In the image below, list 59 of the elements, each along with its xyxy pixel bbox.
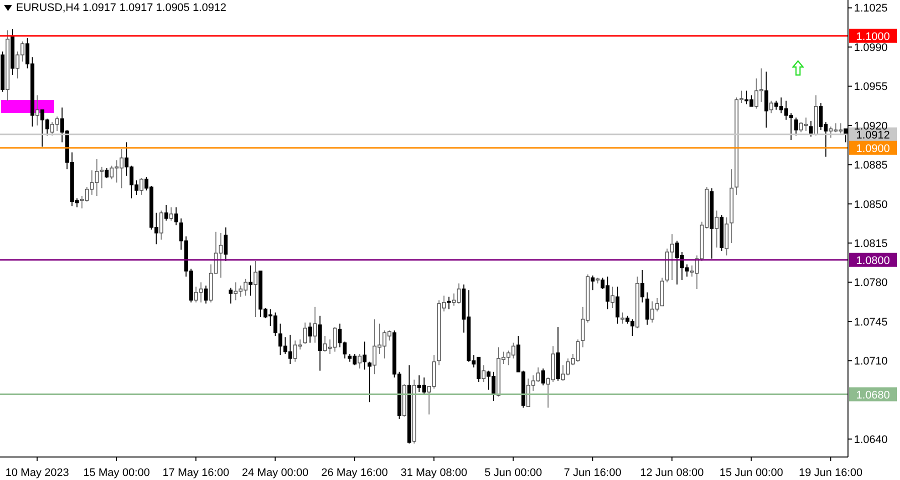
x-tick-label: 10 May 2023	[5, 467, 69, 479]
candlestick	[313, 306, 317, 344]
y-tick-label: 1.0710	[854, 356, 888, 368]
candlestick	[308, 322, 312, 344]
x-tick-label: 5 Jun 00:00	[484, 467, 542, 479]
y-tick-label: 1.0815	[854, 238, 888, 250]
x-tick-label: 31 May 08:00	[400, 467, 468, 479]
x-tick-label: 26 May 16:00	[321, 467, 388, 479]
candlestick	[482, 364, 486, 382]
candlestick	[303, 322, 307, 344]
candlestick	[764, 71, 768, 128]
candlestick	[640, 269, 644, 303]
candlestick	[248, 264, 252, 296]
candlestick	[610, 286, 614, 309]
candlestick	[541, 368, 546, 386]
candlestick	[224, 226, 228, 262]
y-tick-label: 1.0745	[854, 316, 888, 328]
y-tick-label: 1.0780	[854, 277, 888, 290]
candlestick	[590, 275, 595, 291]
candlestick	[228, 287, 233, 304]
candlestick	[794, 117, 798, 136]
candlestick	[140, 178, 144, 196]
candlestick	[645, 292, 650, 326]
ref-line-label: 1.0680	[856, 389, 890, 402]
chart-title: EURUSD,H4 1.0917 1.0917 1.0905 1.0912	[16, 2, 226, 14]
x-tick-label: 15 Jun 00:00	[719, 467, 784, 479]
candlestick	[714, 210, 719, 248]
y-tick-label: 1.0850	[854, 198, 888, 211]
candlestick	[620, 312, 624, 324]
candlestick	[769, 100, 774, 114]
candlestick	[174, 206, 178, 226]
x-tick-label: 15 May 00:00	[83, 467, 150, 479]
ref-line-label: 1.0912	[856, 129, 890, 142]
candlestick	[169, 206, 174, 222]
candlestick	[616, 286, 620, 324]
candlestick	[254, 260, 258, 318]
candlestick	[809, 120, 813, 138]
candlestick	[159, 210, 164, 240]
y-tick-label: 1.0990	[854, 42, 888, 54]
candlestick	[204, 285, 208, 304]
ref-line-label: 1.0800	[856, 254, 890, 267]
x-tick-label: 24 May 00:00	[242, 467, 309, 479]
ref-line-label: 1.1000	[856, 30, 890, 43]
candlestick	[104, 168, 109, 179]
x-tick-label: 12 Jun 08:00	[640, 467, 704, 479]
y-tick-label: 1.0955	[854, 81, 888, 94]
ref-line-label: 1.0900	[856, 142, 890, 155]
y-tick-label: 1.0640	[854, 434, 888, 446]
candlestick	[447, 296, 451, 310]
candlestick	[358, 353, 362, 370]
x-tick-label: 17 May 16:00	[162, 467, 230, 479]
x-tick-label: 7 Jun 16:00	[564, 467, 622, 479]
candlestick	[362, 341, 367, 370]
candlestick	[164, 204, 168, 222]
y-tick-label: 1.1025	[854, 2, 888, 15]
candlestick	[368, 361, 372, 403]
candlestick	[35, 94, 40, 126]
x-tick-label: 19 Jun 16:00	[798, 467, 862, 479]
y-tick-label: 1.0885	[854, 160, 888, 172]
